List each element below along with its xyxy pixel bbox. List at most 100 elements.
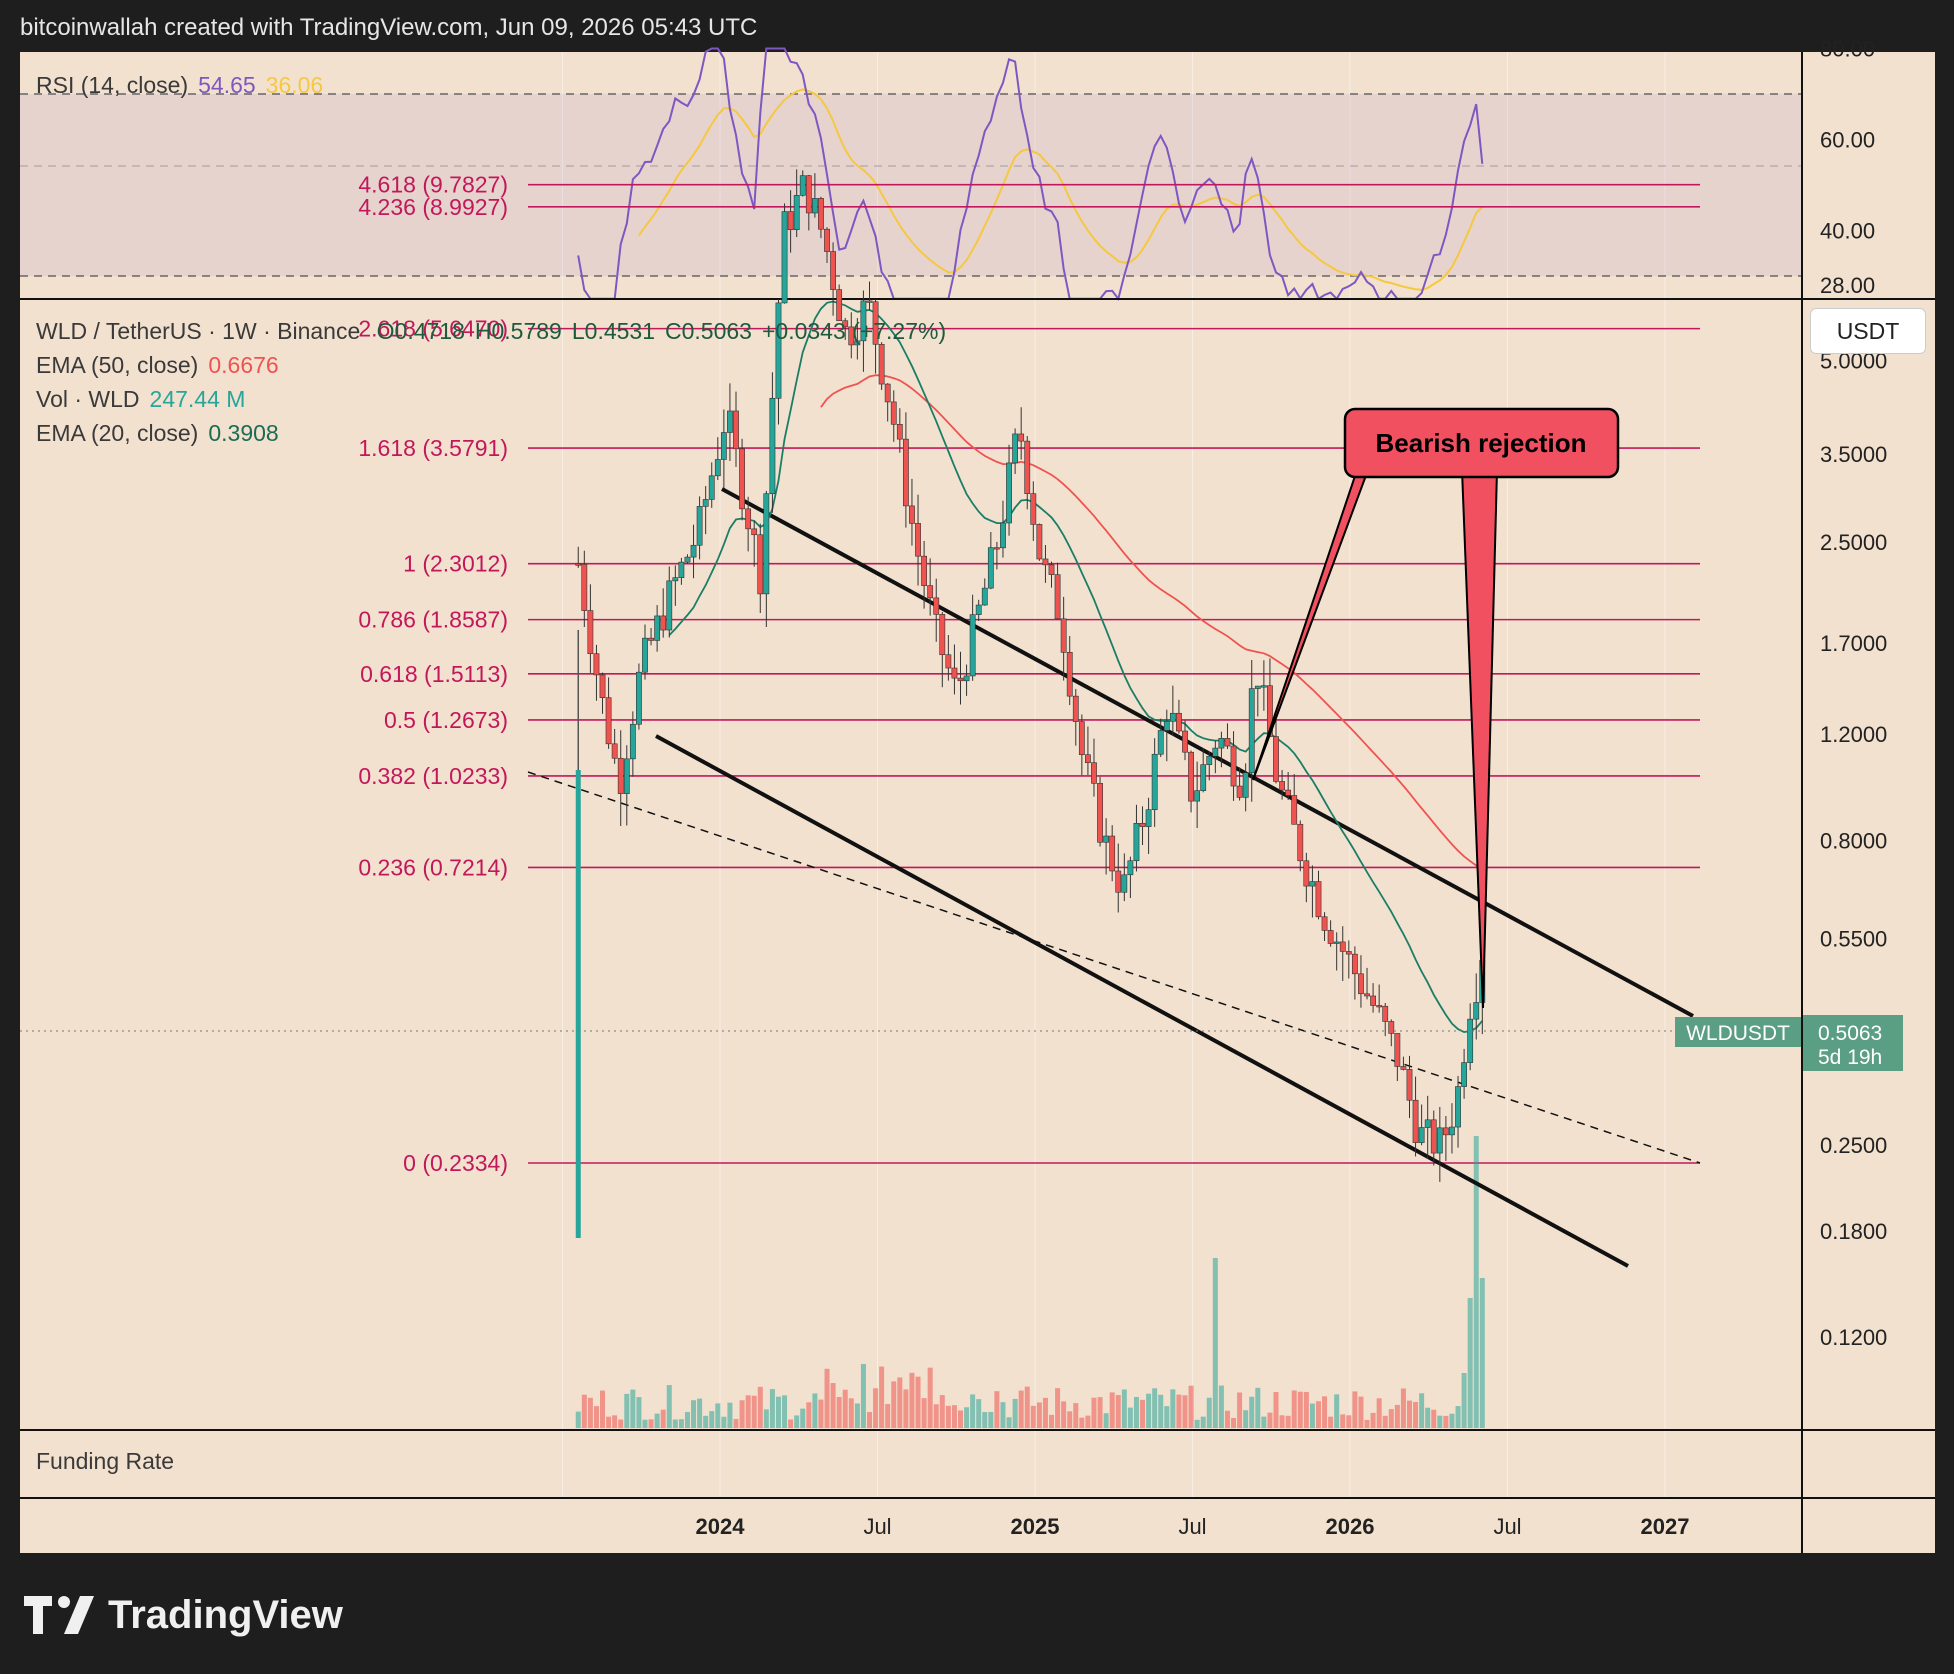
volume-bar (873, 1388, 879, 1428)
volume-bar (739, 1400, 745, 1428)
volume-bar (1237, 1392, 1243, 1428)
candle-body (1370, 995, 1376, 1006)
volume-bar (1030, 1405, 1036, 1428)
volume-bar (1121, 1389, 1127, 1428)
ema20-value: 0.3908 (208, 420, 279, 446)
volume-bar (927, 1367, 933, 1428)
rsi-axis: 80.00 60.00 40.00 28.00 (1820, 37, 1875, 299)
volume-bar (1152, 1388, 1158, 1428)
fib-label: 0.5 (1.2673) (384, 707, 508, 733)
candle-body (1006, 462, 1012, 524)
candle-body (1400, 1066, 1407, 1070)
volume-bar (836, 1397, 842, 1428)
volume-bar (866, 1412, 872, 1428)
callout-pointer-left (1252, 469, 1370, 781)
ema20-line (668, 300, 1483, 1034)
candle-body (787, 211, 794, 231)
volume-bar (848, 1398, 854, 1428)
candle-body (751, 528, 758, 536)
volume-bar (648, 1419, 654, 1428)
candle-body (1048, 564, 1055, 575)
candle-body (684, 556, 691, 563)
volume-bar (957, 1410, 963, 1428)
price-axis-label: 0.5500 (1820, 927, 1887, 952)
candle-body (1054, 574, 1061, 620)
volume-bar (1322, 1396, 1328, 1428)
volume-bar (945, 1405, 951, 1428)
candle-body (1388, 1021, 1395, 1034)
time-axis-label: 2024 (696, 1514, 746, 1539)
candle-body (1151, 753, 1158, 811)
volume-bar (824, 1368, 830, 1428)
volume-bar (1473, 1136, 1479, 1428)
volume-bar (721, 1416, 727, 1428)
volume-bar (1388, 1409, 1394, 1428)
candle-body (605, 697, 612, 745)
candle-body (981, 587, 988, 606)
tradingview-logo[interactable]: TradingView (24, 1590, 343, 1640)
price-axis: 5.00003.50002.50001.70001.20000.80000.55… (1820, 348, 1887, 1350)
volume-bar (897, 1377, 903, 1428)
volume-bar (1224, 1410, 1230, 1428)
candle-body (915, 523, 921, 557)
candle-body (666, 580, 673, 631)
volume-bar (757, 1386, 763, 1428)
volume-bar (1164, 1406, 1170, 1428)
candle-body (1176, 712, 1182, 732)
candle-body (1127, 860, 1134, 876)
candle-body (1473, 1002, 1480, 1020)
volume-bar (1133, 1396, 1139, 1428)
time-axis-label: 2026 (1326, 1514, 1375, 1539)
time-axis-label: Jul (1493, 1514, 1521, 1539)
price-axis-label: 0.2500 (1820, 1133, 1887, 1158)
candle-body (617, 757, 624, 794)
candle-body (1430, 1119, 1437, 1154)
candle-body (1218, 738, 1225, 749)
currency-button[interactable]: USDT (1810, 308, 1926, 354)
volume-bar (1091, 1397, 1097, 1428)
volume-bar (812, 1393, 818, 1428)
volume-bar (1042, 1397, 1048, 1428)
fib-label: 0.618 (1.5113) (360, 661, 508, 687)
candle-body (1382, 1005, 1389, 1022)
grid (562, 52, 1666, 1498)
ema50-legend: EMA (50, close) 0.6676 (36, 352, 289, 379)
candle-body (818, 198, 824, 230)
symbol-legend: WLD / TetherUS · 1W · Binance O0.4718 H0.… (36, 318, 956, 345)
candle-body (587, 610, 594, 654)
time-axis-label: 2025 (1011, 1514, 1060, 1539)
candle-body (1042, 558, 1049, 566)
volume-bar (1079, 1417, 1085, 1428)
candle-body (636, 671, 642, 725)
volume-bar (1449, 1413, 1455, 1428)
volume-bar (1334, 1394, 1340, 1428)
volume-bar (1461, 1373, 1467, 1428)
candle-body (1145, 809, 1152, 827)
volume-bar (1431, 1409, 1437, 1428)
callout-box (1343, 407, 1620, 479)
candle-body (872, 301, 879, 345)
channel-lower-line (655, 734, 1629, 1268)
candle-body (902, 438, 909, 507)
candle-body (1358, 973, 1364, 995)
volume-bar (915, 1376, 921, 1428)
volume-bar (903, 1389, 909, 1428)
volume-value: 247.44 M (149, 386, 246, 412)
volume-bar (1364, 1419, 1370, 1428)
candle-body (805, 175, 812, 214)
rsi-ma-line (638, 88, 1483, 291)
price-tag-countdown: 5d 19h (1818, 1046, 1882, 1069)
volume-bar (1255, 1387, 1261, 1428)
candle-body (1206, 755, 1213, 765)
candle-body (660, 615, 667, 631)
candle-body (896, 424, 903, 440)
candle-body (1188, 751, 1194, 802)
candle-body (1254, 685, 1261, 689)
candle-body (1012, 433, 1019, 464)
volume-bar (672, 1419, 678, 1428)
ohlc-high: H0.5789 (474, 318, 562, 344)
candle-body (696, 506, 703, 546)
candle-body (933, 597, 940, 615)
volume-bar (642, 1419, 648, 1428)
price-axis-label: 2.5000 (1820, 530, 1887, 555)
